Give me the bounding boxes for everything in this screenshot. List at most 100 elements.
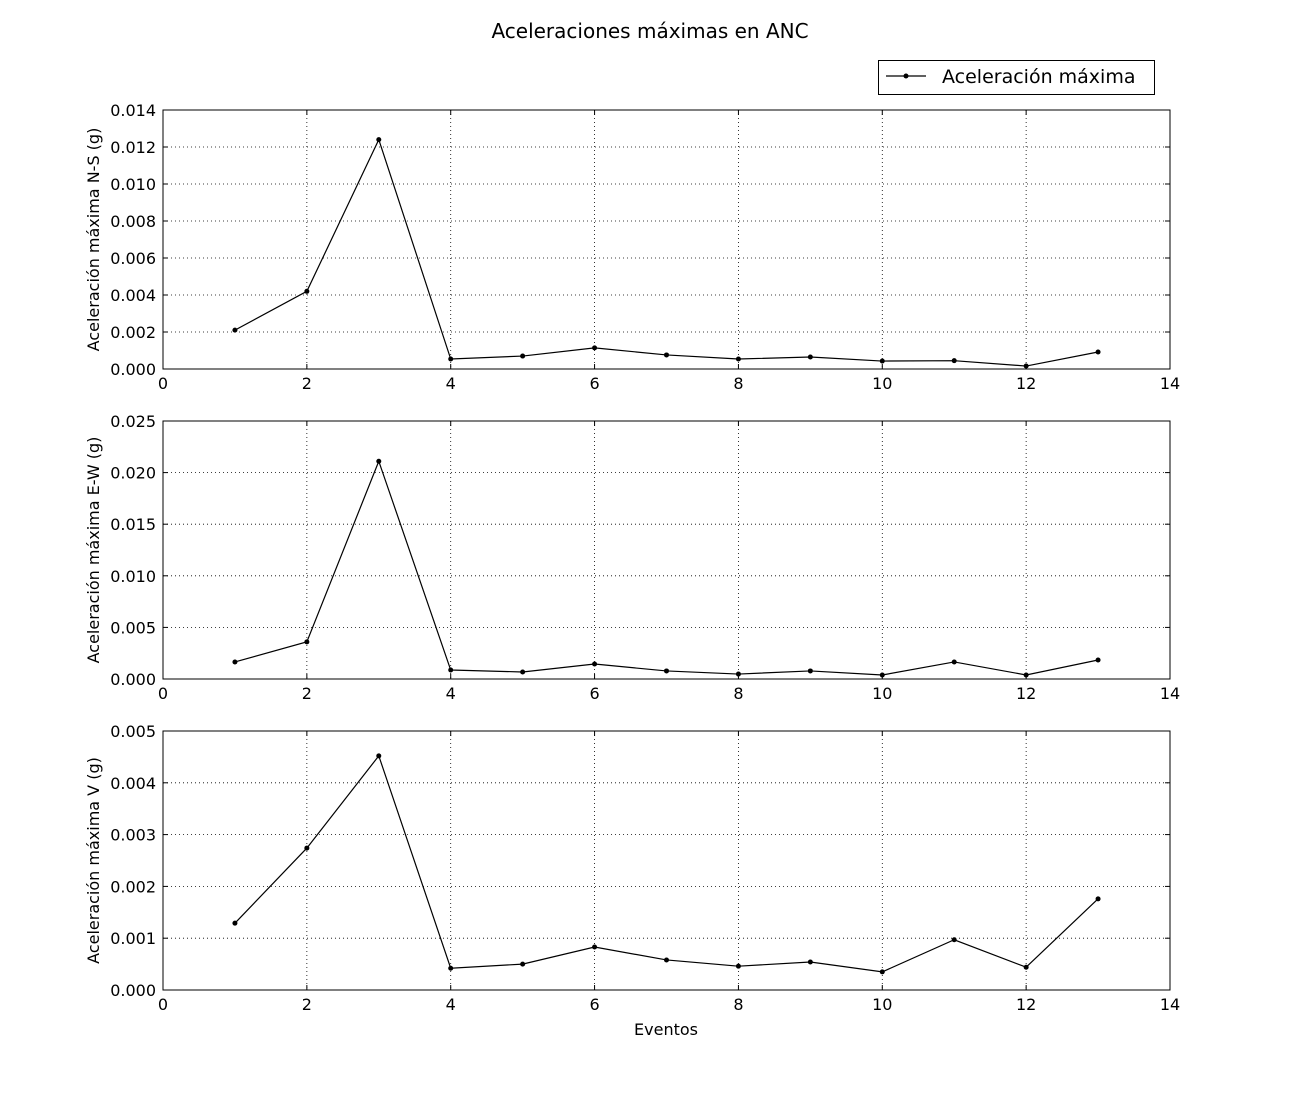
data-point [232,327,238,333]
x-tick-label: 12 [1016,684,1036,703]
legend: Aceleración máxima [878,60,1155,95]
x-tick-label: 8 [733,995,743,1014]
legend-marker-sample [903,73,909,79]
data-point [232,920,238,926]
data-point [304,639,310,645]
x-tick-label: 4 [446,684,456,703]
data-point [735,963,741,969]
data-point [1023,964,1029,970]
x-tick-label: 6 [589,684,599,703]
data-point [807,959,813,965]
subplot-3: 0 2 4 6 8 10 12 14 0.000 0.001 0.002 0.003 0.004 0.00… [84,722,1180,1014]
x-axis-label: Eventos [634,1020,698,1039]
data-point [735,356,741,362]
data-point [807,668,813,674]
y-tick-label: 0.006 [110,249,156,268]
x-tick-label: 2 [302,684,312,703]
subplot-2: 0 2 4 6 8 10 12 14 0.000 0.005 0.010 0.015 0.020 0.02… [84,412,1180,703]
axes-frame [162,420,1171,680]
series-line [234,459,1099,676]
data-point [735,671,741,677]
data-point [1095,896,1101,902]
x-tick-label: 14 [1160,374,1180,393]
data-point [520,961,526,967]
data-point [807,354,813,360]
data-point [664,352,669,358]
chart-title: Aceleraciones máximas en ANC [491,19,808,43]
x-tick-label: 6 [589,995,599,1014]
y-tick-label: 0.004 [110,774,156,793]
x-tick-label: 4 [446,995,456,1014]
data-point [592,661,598,667]
x-tick-label: 6 [589,374,599,393]
y-tick-label: 0.000 [110,670,156,689]
data-point [304,288,310,294]
data-point [376,137,382,143]
data-point [951,659,957,665]
x-tick-label: 10 [872,374,892,393]
data-point [951,358,957,364]
x-tick-label: 2 [302,995,312,1014]
data-point [1095,349,1101,355]
y-tick-label: 0.000 [110,360,156,379]
axes-frame [162,109,1171,370]
legend-box [878,60,1155,95]
data-point [520,353,526,359]
data-point [376,458,382,464]
x-tick-label: 8 [733,684,743,703]
x-tick-label: 0 [158,374,168,393]
y-tick-label: 0.012 [110,138,156,157]
x-tick-label: 14 [1160,684,1180,703]
data-point [304,845,310,851]
data-point [232,659,238,665]
x-tick-label: 0 [158,995,168,1014]
subplot-1: 0 2 4 6 8 10 12 14 0.000 0.002 0.004 0.006 0.008 0.01… [84,101,1180,393]
y-tick-label: 0.015 [110,515,156,534]
data-point [592,345,598,351]
axes-frame [162,730,1171,991]
data-point [520,669,526,675]
data-point [448,667,454,673]
x-tick-label: 2 [302,374,312,393]
data-point [879,358,885,364]
y-tick-label: 0.002 [110,877,156,896]
data-point [664,668,669,674]
series-line [234,137,1099,367]
y-axis-label: Aceleración máxima V (g) [84,757,103,964]
y-tick-label: 0.000 [110,981,156,1000]
x-tick-label: 14 [1160,995,1180,1014]
y-tick-label: 0.010 [110,175,156,194]
data-point [448,356,454,362]
legend-label: Aceleración máxima [942,66,1135,88]
y-axis-label: Aceleración máxima E-W (g) [84,437,103,664]
data-point [664,957,669,963]
data-point [879,672,885,678]
x-tick-label: 10 [872,995,892,1014]
y-tick-label: 0.002 [110,323,156,342]
y-tick-label: 0.005 [110,618,156,637]
data-point [1023,363,1029,369]
data-point [592,944,598,950]
y-tick-label: 0.003 [110,826,156,845]
y-tick-label: 0.025 [110,412,156,431]
y-tick-label: 0.001 [110,929,156,948]
data-point [376,753,382,759]
x-tick-label: 4 [446,374,456,393]
x-tick-label: 10 [872,684,892,703]
y-tick-label: 0.014 [110,101,156,120]
data-point [879,969,885,975]
series-line [234,754,1099,973]
x-tick-label: 12 [1016,374,1036,393]
data-point [951,937,957,943]
x-tick-label: 12 [1016,995,1036,1014]
y-axis-label: Aceleración máxima N-S (g) [84,128,103,352]
data-point [1023,672,1029,678]
data-point [1095,657,1101,663]
y-tick-label: 0.010 [110,567,156,586]
y-tick-label: 0.005 [110,722,156,741]
x-tick-label: 8 [733,374,743,393]
x-tick-label: 0 [158,684,168,703]
y-tick-label: 0.004 [110,286,156,305]
data-point [448,965,454,971]
